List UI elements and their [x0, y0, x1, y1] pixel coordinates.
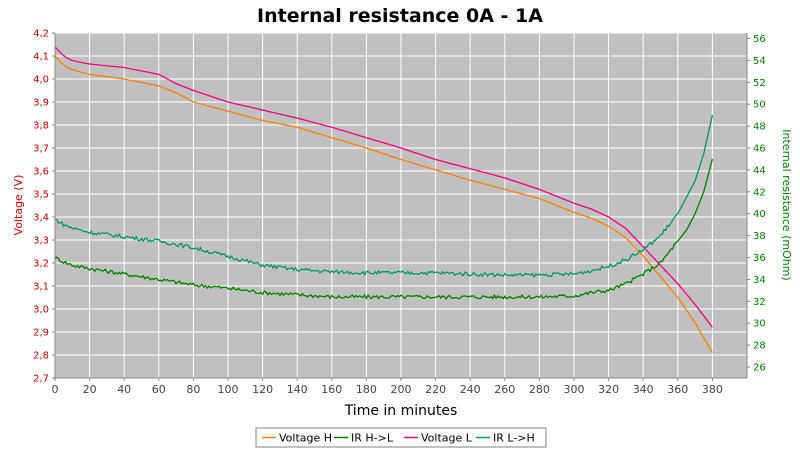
y-right-tick-label: 50	[753, 100, 766, 111]
y-right-tick-label: 30	[753, 319, 766, 330]
y-right-tick-label: 48	[753, 122, 766, 133]
series-line-ir-l-h	[54, 114, 714, 279]
x-tick-label: 280	[529, 383, 550, 396]
series-line-ir-h-l	[54, 158, 714, 300]
y-left-tick-label: 2,7	[33, 374, 49, 385]
y-right-tick-label: 28	[753, 341, 766, 352]
x-tick-label: 340	[633, 383, 654, 396]
y-right-tick-label: 46	[753, 144, 766, 155]
x-tick-label: 120	[252, 383, 273, 396]
y-right-tick-label: 42	[753, 187, 766, 198]
y-right-tick-label: 36	[753, 253, 766, 264]
y-left-tick-label: 3,8	[33, 121, 49, 132]
y-left-tick-label: 3,1	[33, 282, 49, 293]
legend-label: IR L->H	[493, 432, 535, 445]
y-right-tick-label: 40	[753, 209, 766, 220]
y-left-tick-label: 3,4	[33, 213, 49, 224]
y-right-tick-label: 44	[753, 165, 766, 176]
y-axis-right-label: Internal resistance (mOhm)	[780, 129, 793, 280]
y-right-tick-label: 56	[753, 34, 766, 45]
series-line-voltage-h	[54, 55, 713, 354]
x-tick-label: 320	[598, 383, 619, 396]
y-right-tick-label: 34	[753, 275, 766, 286]
x-tick-label: 360	[667, 383, 688, 396]
y-right-tick-label: 26	[753, 363, 766, 374]
x-tick-label: 240	[460, 383, 481, 396]
y-left-tick-label: 3,9	[33, 98, 49, 109]
y-left-tick-label: 4,1	[33, 52, 49, 63]
x-tick-label: 140	[287, 383, 308, 396]
legend: Voltage H IR H->L Voltage L IR L->H	[255, 427, 547, 448]
y-right-tick-label: 32	[753, 297, 766, 308]
grid-lines	[54, 32, 747, 379]
x-tick-label: 80	[186, 383, 200, 396]
x-tick-label: 200	[391, 383, 412, 396]
x-tick-label: 220	[425, 383, 446, 396]
legend-label: IR H->L	[351, 432, 394, 445]
x-tick-label: 0	[52, 383, 59, 396]
legend-label: Voltage L	[421, 432, 473, 445]
x-tick-label: 180	[356, 383, 377, 396]
x-tick-label: 380	[702, 383, 723, 396]
series-lines	[54, 46, 714, 354]
y-right-tick-label: 52	[753, 78, 766, 89]
y-left-tick-label: 3,2	[33, 259, 49, 270]
legend-box	[255, 427, 547, 448]
series-line-voltage-l	[54, 46, 713, 328]
x-tick-label: 100	[218, 383, 239, 396]
y-left-tick-label: 3,5	[33, 190, 49, 201]
x-tick-label: 160	[321, 383, 342, 396]
x-tick-label: 260	[494, 383, 515, 396]
legend-label: Voltage H	[279, 432, 332, 445]
y-left-tick-label: 2,9	[33, 328, 49, 339]
x-tick-label: 60	[152, 383, 166, 396]
y-right-tick-label: 38	[753, 231, 766, 242]
tick-labels: 0 20 40 60 80 100 120 140 160 180 200 220 240 260 280 3…	[33, 29, 766, 397]
y-left-tick-label: 4,2	[33, 29, 49, 40]
x-tick-label: 300	[564, 383, 585, 396]
x-tick-label: 40	[117, 383, 131, 396]
y-left-tick-label: 3,7	[33, 144, 49, 155]
y-left-tick-label: 3,0	[33, 305, 49, 316]
y-left-tick-label: 4,0	[33, 75, 49, 86]
y-left-tick-label: 3,3	[33, 236, 49, 247]
y-axis-left-label: Voltage (V)	[12, 175, 25, 236]
x-axis-label: Time in minutes	[344, 403, 458, 419]
y-left-tick-label: 2,8	[33, 351, 49, 362]
chart-title: Internal resistance 0A - 1A	[257, 5, 543, 27]
y-right-tick-label: 54	[753, 56, 766, 67]
x-tick-label: 20	[83, 383, 97, 396]
y-left-tick-label: 3,6	[33, 167, 49, 178]
